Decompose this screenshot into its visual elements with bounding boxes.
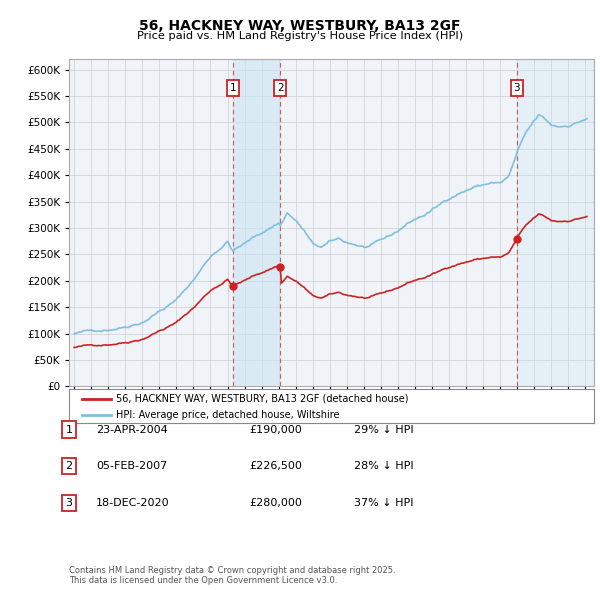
Text: 28% ↓ HPI: 28% ↓ HPI (354, 461, 413, 471)
Text: 2: 2 (277, 83, 284, 93)
Text: 18-DEC-2020: 18-DEC-2020 (96, 498, 170, 507)
Bar (517, 59, 594, 386)
Text: £190,000: £190,000 (249, 425, 302, 434)
Text: 56, HACKNEY WAY, WESTBURY, BA13 2GF (detached house): 56, HACKNEY WAY, WESTBURY, BA13 2GF (det… (116, 394, 409, 404)
Text: 1: 1 (65, 425, 73, 434)
Bar (233, 59, 280, 386)
Text: £280,000: £280,000 (249, 498, 302, 507)
Text: Contains HM Land Registry data © Crown copyright and database right 2025.
This d: Contains HM Land Registry data © Crown c… (69, 566, 395, 585)
Text: 05-FEB-2007: 05-FEB-2007 (96, 461, 167, 471)
Text: 1: 1 (229, 83, 236, 93)
Text: 3: 3 (514, 83, 520, 93)
Text: 23-APR-2004: 23-APR-2004 (96, 425, 168, 434)
Text: 2: 2 (65, 461, 73, 471)
Text: 37% ↓ HPI: 37% ↓ HPI (354, 498, 413, 507)
Text: £226,500: £226,500 (249, 461, 302, 471)
Text: 56, HACKNEY WAY, WESTBURY, BA13 2GF: 56, HACKNEY WAY, WESTBURY, BA13 2GF (139, 19, 461, 33)
Text: 3: 3 (65, 498, 73, 507)
Text: 29% ↓ HPI: 29% ↓ HPI (354, 425, 413, 434)
Text: Price paid vs. HM Land Registry's House Price Index (HPI): Price paid vs. HM Land Registry's House … (137, 31, 463, 41)
Text: HPI: Average price, detached house, Wiltshire: HPI: Average price, detached house, Wilt… (116, 409, 340, 419)
